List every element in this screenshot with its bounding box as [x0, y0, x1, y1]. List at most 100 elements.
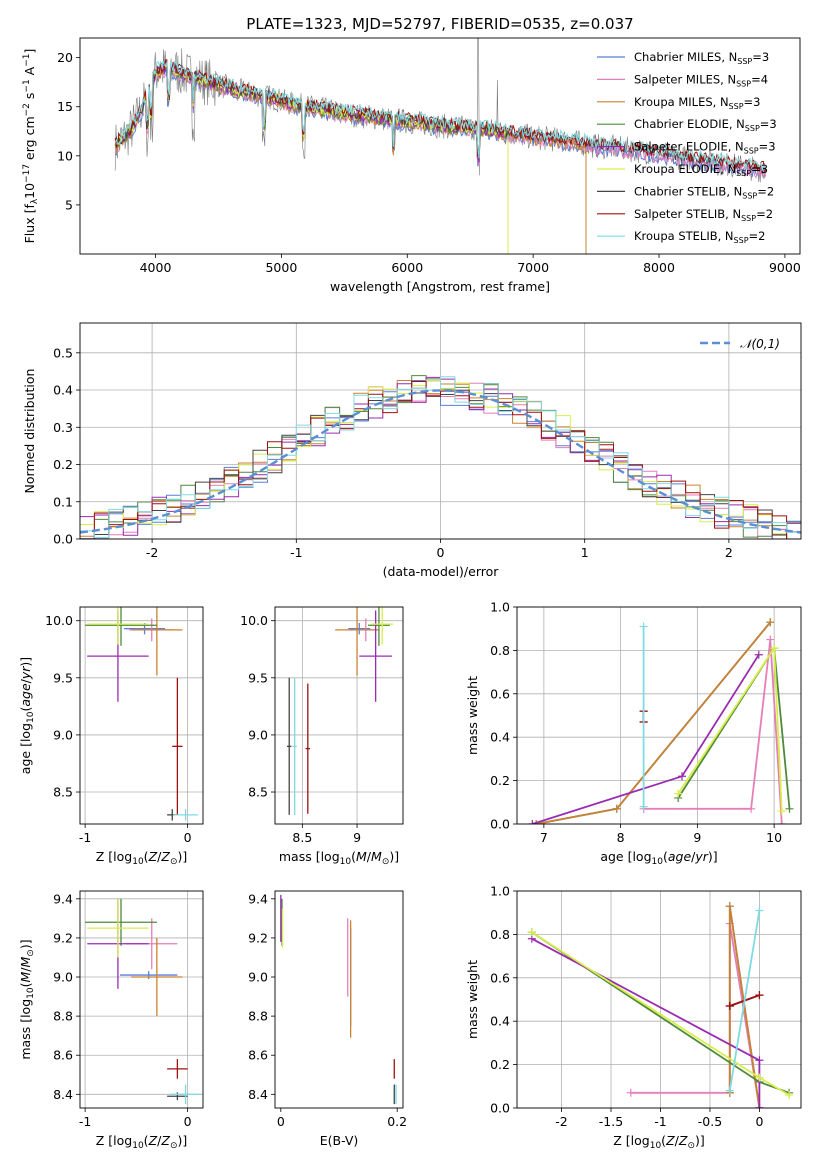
line-salpeter-miles	[630, 923, 761, 1108]
y-tick-label: 0.0	[53, 532, 73, 547]
y-tick-label: 9.5	[248, 670, 268, 685]
line-kroupa-miles	[536, 621, 771, 824]
line-salpeter-miles	[643, 639, 783, 824]
legend-entry-kroupa-miles: Kroupa MILES, NSSP=3	[634, 95, 760, 111]
y-tick-label: 20	[57, 50, 73, 65]
marker-salpeter-stelib	[755, 991, 764, 1000]
y-tick-label: 0.1	[53, 494, 73, 509]
marker-kroupa-miles	[532, 820, 541, 824]
panel-age_vs_Z: -1 0 8.5 9.0 9.5 10.0 Z [log10(Z/Z⊙)] age [log1…	[18, 606, 204, 867]
legend-entry-salpeter-stelib: Salpeter STELIB, NSSP=2	[634, 207, 773, 223]
y-tick-label: 8.8	[248, 1009, 268, 1024]
figure-title: PLATE=1323, MJD=52797, FIBERID=0535, z=0…	[246, 15, 633, 33]
point-chabrier-elodie	[367, 607, 390, 646]
panel-residuals: -2 -1 0 1 2 0.0 0.1 0.2 0.3 0.4 0.5 𝒩(0,1) (data-mod…	[22, 322, 802, 579]
plot-area	[528, 618, 794, 824]
marker-salpeter-miles	[747, 804, 756, 813]
y-tick-label: 0.2	[53, 457, 73, 472]
panel-weight_vs_age: 7 8 9 10 0.0 0.2 0.4 0.6 0.8 1.0 age [log10(age/yr…	[465, 600, 802, 867]
x-tick-label: -1	[654, 1114, 666, 1129]
series-salpeter-elodie	[528, 650, 763, 824]
y-tick-label: 9.0	[53, 970, 73, 985]
x-tick-label: 8.5	[292, 830, 312, 845]
y-tick-label: 10.0	[45, 613, 73, 628]
panel-age_vs_mass: 8.5 9 8.5 9.0 9.5 10.0 mass [log10(M/M⊙)]	[240, 606, 404, 867]
marker-salpeter-elodie	[754, 650, 763, 659]
legend-entry-chabrier-stelib: Chabrier STELIB, NSSP=2	[634, 184, 774, 200]
point-chabrier-miles	[119, 971, 178, 979]
marker-kroupa-elodie	[674, 789, 683, 798]
x-tick-label: 1	[581, 545, 589, 560]
y-tick-label: 10	[57, 148, 73, 163]
marker-kroupa-miles	[766, 618, 775, 627]
panel-weight_vs_Z: -2 -1.5 -1 -0.5 0 0.0 0.2 0.4 0.6 0.8 1.0 Z [log10(…	[465, 884, 802, 1151]
series-kroupa-stelib	[639, 622, 648, 811]
marker-chabrier-elodie	[785, 804, 794, 813]
y-tick-label: 0.4	[490, 1014, 510, 1029]
panel-mass_vs_EBV: 0 0.2 8.4 8.6 8.8 9.0 9.2 9.4 E(B-V)	[248, 890, 407, 1148]
series-kroupa-miles	[532, 618, 775, 824]
x-tick-label: -2	[555, 1114, 567, 1129]
marker-salpeter-miles	[766, 635, 775, 644]
point-kroupa-elodie	[87, 898, 149, 958]
point-kroupa-miles	[335, 607, 379, 676]
marker-kroupa-elodie	[777, 806, 786, 815]
marker-salpeter-miles	[777, 820, 786, 824]
y-tick-label: 8.5	[248, 785, 268, 800]
marker-kroupa-elodie	[527, 928, 536, 937]
line-salpeter-elodie	[531, 937, 761, 1108]
y-tick-label: 9.5	[53, 670, 73, 685]
point-kroupa-stelib	[173, 809, 198, 821]
legend-entry-kroupa-stelib: Kroupa STELIB, NSSP=2	[634, 229, 765, 245]
point-kroupa-miles	[131, 607, 183, 676]
x-axis-label: Z [log10(Z/Z⊙)]	[613, 1133, 705, 1151]
marker-kroupa-stelib	[725, 1086, 734, 1095]
x-tick-label: -1	[79, 830, 91, 845]
x-tick-label: 7	[540, 830, 548, 845]
x-tick-label: 0	[755, 1114, 763, 1129]
axes-frame	[79, 322, 802, 540]
axes-frame	[516, 890, 802, 1109]
x-tick-label: 0	[184, 1114, 192, 1129]
y-tick-label: 8.5	[53, 785, 73, 800]
y-axis-label: Normed distribution	[22, 369, 37, 494]
point-chabrier-elodie	[85, 607, 157, 646]
series-kroupa-stelib	[725, 906, 764, 1095]
y-tick-label: 0.0	[490, 817, 510, 832]
point-chabrier-miles	[348, 622, 371, 635]
model-spectrum-kroupa-stelib	[114, 60, 767, 171]
x-tick-label: 0	[277, 1114, 285, 1129]
axes-frame	[79, 890, 204, 1109]
marker-kroupa-elodie	[785, 1090, 794, 1099]
y-tick-label: 8.8	[53, 1009, 73, 1024]
model-spectrum-kroupa-elodie	[114, 62, 509, 254]
normal-curve	[80, 389, 801, 534]
plot-area	[287, 607, 394, 815]
x-axis-label: Z [log10(Z/Z⊙)]	[96, 849, 188, 867]
x-tick-label: 7000	[517, 260, 549, 275]
line-chabrier-miles	[536, 621, 771, 824]
y-tick-label: 9.0	[248, 727, 268, 742]
series-kroupa-elodie	[674, 644, 786, 815]
axes-frame	[79, 37, 801, 255]
x-tick-label: -2	[146, 545, 158, 560]
point-kroupa-stelib	[292, 677, 297, 815]
point-kroupa-stelib	[170, 1084, 201, 1105]
y-tick-label: 0.2	[490, 1057, 510, 1072]
marker-kroupa-miles	[725, 902, 734, 911]
legend-entry-salpeter-elodie: Salpeter ELODIE, NSSP=3	[634, 140, 776, 156]
panel-mass_vs_Z: -1 0 8.4 8.6 8.8 9.0 9.2 9.4 Z [log10(Z/Z⊙)] mass…	[18, 890, 204, 1151]
marker-salpeter-stelib	[725, 1002, 734, 1011]
legend-entry-normal: 𝒩(0,1)	[740, 337, 780, 351]
marker-salpeter-elodie	[755, 1056, 764, 1065]
axes-frame	[516, 606, 802, 825]
plot-area	[80, 375, 801, 539]
axes-frame	[274, 890, 404, 1109]
x-tick-label: -1	[79, 1114, 91, 1129]
grid	[80, 607, 203, 824]
y-tick-label: 0.0	[490, 1101, 510, 1116]
x-tick-label: 8	[617, 830, 625, 845]
x-axis-label: mass [log10(M/M⊙)]	[279, 849, 399, 867]
y-tick-label: 1.0	[490, 884, 510, 899]
